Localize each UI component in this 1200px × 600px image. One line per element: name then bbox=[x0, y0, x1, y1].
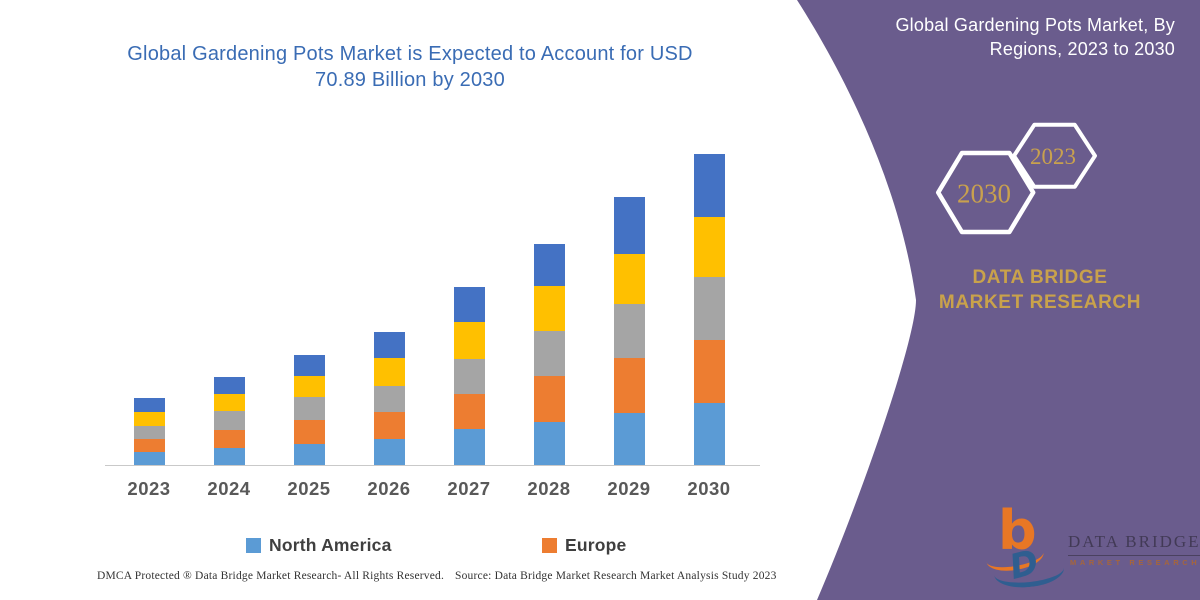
data-bridge-logo: b D DATA BRIDGE MARKET RESEARCH bbox=[984, 504, 1200, 596]
hexagon-2030-label: 2030 bbox=[957, 178, 1011, 208]
bar-segment bbox=[453, 429, 485, 465]
bar-segment bbox=[453, 286, 485, 323]
bar-segment bbox=[293, 443, 325, 465]
bar-2030 bbox=[693, 154, 725, 465]
bar-segment bbox=[613, 304, 645, 359]
bar-segment bbox=[133, 412, 165, 426]
logo-b-mark-icon: b bbox=[998, 499, 1037, 562]
x-axis-line bbox=[105, 465, 760, 466]
bar-2025 bbox=[293, 354, 325, 465]
x-tick-2026: 2026 bbox=[367, 478, 411, 499]
bar-2028 bbox=[533, 243, 565, 465]
bar-segment bbox=[293, 375, 325, 398]
bar-segment bbox=[373, 358, 405, 386]
x-tick-2023: 2023 bbox=[127, 478, 171, 499]
logo-title: DATA BRIDGE bbox=[1068, 532, 1200, 556]
bar-segment bbox=[373, 385, 405, 413]
bar-2026 bbox=[373, 331, 405, 465]
footer-dmca-text: DMCA Protected ® Data Bridge Market Rese… bbox=[97, 570, 445, 582]
bar-segment bbox=[533, 285, 565, 331]
bar-segment bbox=[453, 358, 485, 395]
bar-segment bbox=[613, 412, 645, 465]
x-tick-2024: 2024 bbox=[207, 478, 251, 499]
bar-segment bbox=[693, 154, 725, 217]
hexagon-2030 bbox=[935, 150, 1036, 235]
bar-segment bbox=[133, 425, 165, 439]
legend-swatch-europe bbox=[542, 537, 557, 553]
bar-segment bbox=[533, 421, 565, 465]
bar-segment bbox=[613, 197, 645, 254]
bar-segment bbox=[133, 397, 165, 413]
bar-segment bbox=[453, 394, 485, 430]
x-tick-2027: 2027 bbox=[447, 478, 491, 499]
bar-segment bbox=[213, 393, 245, 412]
hexagon-2023 bbox=[1012, 122, 1097, 189]
bar-segment bbox=[693, 403, 725, 465]
bar-segment bbox=[293, 397, 325, 421]
bar-segment bbox=[453, 322, 485, 359]
bar-2029 bbox=[613, 197, 645, 465]
x-tick-2028: 2028 bbox=[527, 478, 571, 499]
bar-segment bbox=[213, 376, 245, 394]
bar-segment bbox=[293, 420, 325, 444]
bar-segment bbox=[613, 358, 645, 413]
bar-segment bbox=[373, 439, 405, 465]
brand-text: DATA BRIDGE MARKET RESEARCH bbox=[938, 267, 1142, 313]
panel-heading: Global Gardening Pots Market, By Regions… bbox=[895, 15, 1175, 60]
bar-segment bbox=[213, 448, 245, 465]
legend-swatch-north-america bbox=[246, 537, 261, 553]
bar-segment bbox=[293, 354, 325, 376]
legend-label-europe: Europe bbox=[565, 534, 627, 555]
bar-segment bbox=[533, 243, 565, 286]
bar-2023 bbox=[133, 397, 165, 465]
bar-segment bbox=[693, 216, 725, 277]
x-tick-2030: 2030 bbox=[687, 478, 731, 499]
bar-segment bbox=[533, 330, 565, 377]
bar-segment bbox=[213, 429, 245, 449]
legend-label-north-america: North America bbox=[269, 534, 392, 555]
x-tick-2029: 2029 bbox=[607, 478, 651, 499]
chart-title: Global Gardening Pots Market is Expected… bbox=[127, 43, 693, 91]
bar-segment bbox=[693, 340, 725, 404]
legend-item-north-america: North America bbox=[246, 534, 392, 555]
footer-source-text: Source: Data Bridge Market Research Mark… bbox=[455, 570, 777, 582]
bar-2027 bbox=[453, 286, 485, 465]
bar-segment bbox=[133, 438, 165, 452]
bar-segment bbox=[613, 253, 645, 305]
bar-segment bbox=[533, 376, 565, 422]
bar-2024 bbox=[213, 376, 245, 465]
logo-subtitle: MARKET RESEARCH bbox=[1070, 558, 1200, 567]
bar-segment bbox=[373, 331, 405, 359]
bar-segment bbox=[133, 451, 165, 465]
hexagon-2023-label: 2023 bbox=[1030, 144, 1076, 169]
legend-item-europe: Europe bbox=[542, 534, 627, 555]
bar-segment bbox=[373, 412, 405, 440]
bar-segment bbox=[693, 276, 725, 340]
x-tick-2025: 2025 bbox=[287, 478, 331, 499]
bar-segment bbox=[213, 411, 245, 430]
